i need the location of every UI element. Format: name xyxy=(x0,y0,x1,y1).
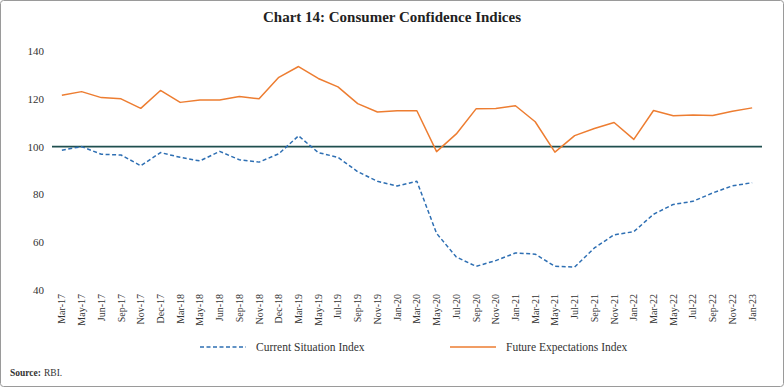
series-line xyxy=(62,136,752,267)
x-tick-label: May-20 xyxy=(431,294,442,326)
x-tick-label: Nov-18 xyxy=(254,294,265,325)
legend-swatch xyxy=(450,346,496,348)
x-tick-label: Dec-18 xyxy=(273,294,284,323)
x-tick-label: Mar-21 xyxy=(530,294,541,324)
x-tick-label: Jul-20 xyxy=(451,294,462,319)
x-tick-label: Mar-19 xyxy=(293,294,304,324)
x-tick-label: Nov-22 xyxy=(727,294,738,325)
y-tick-label: 120 xyxy=(28,93,45,105)
x-tick-label: Jul-19 xyxy=(332,294,343,319)
x-tick-label: May-22 xyxy=(668,294,679,326)
title: Chart 14: Consumer Confidence Indices xyxy=(263,9,521,25)
x-tick-label: Nov-17 xyxy=(135,294,146,325)
x-tick-label: Sep-17 xyxy=(116,294,127,322)
x-tick-label: Mar-20 xyxy=(411,294,422,324)
source: Source:RBI. xyxy=(10,368,62,378)
x-tick-label: Jan-20 xyxy=(392,294,403,321)
frame xyxy=(1,1,784,387)
x-tick-label: Nov-19 xyxy=(372,294,383,325)
x-tick-label: Mar-22 xyxy=(648,294,659,324)
x-tick-label: Jul-22 xyxy=(687,294,698,319)
reference-line xyxy=(52,146,762,148)
series-line xyxy=(62,67,752,153)
x-tick-label: Jul-21 xyxy=(569,294,580,319)
x-tick-label: May-19 xyxy=(313,294,324,326)
y-tick-label: 40 xyxy=(33,284,45,296)
x-tick-label: Sep-19 xyxy=(352,294,363,322)
x-tick-label: Jun-18 xyxy=(214,294,225,321)
x-tick-label: Nov-20 xyxy=(490,294,501,325)
source-text: RBI. xyxy=(44,368,62,378)
x-tick-label: Jan-22 xyxy=(628,294,639,321)
y-tick-label: 80 xyxy=(33,188,45,200)
x-tick-label: Jan-23 xyxy=(747,294,758,321)
x-tick-label: May-17 xyxy=(76,294,87,326)
x-tick-label: Sep-20 xyxy=(471,294,482,322)
x-tick-label: May-18 xyxy=(194,294,205,326)
x-tick-label: Nov-21 xyxy=(609,294,620,325)
legend-label: Future Expectations Index xyxy=(506,341,628,354)
legend-swatch xyxy=(200,346,246,348)
y-tick-label: 60 xyxy=(33,236,45,248)
x-tick-label: May-21 xyxy=(549,294,560,326)
x-tick-label: Mar-17 xyxy=(56,294,67,324)
y-tick-label: 100 xyxy=(28,141,45,153)
plot-area xyxy=(52,67,762,268)
chart: Chart 14: Consumer Confidence Indices 40 6… xyxy=(0,0,784,387)
x-tick-label: Mar-18 xyxy=(175,294,186,324)
x-tick-label: Sep-21 xyxy=(589,294,600,322)
x-tick-label: Jun-17 xyxy=(96,294,107,321)
x-tick-label: Sep-18 xyxy=(234,294,245,322)
legend-label: Current Situation Index xyxy=(256,341,365,353)
x-tick-label: Dec-17 xyxy=(155,294,166,323)
x-tick-label: Sep-22 xyxy=(707,294,718,322)
y-tick-label: 140 xyxy=(28,45,45,57)
x-tick-label: Jan-21 xyxy=(510,294,521,321)
source-label: Source: xyxy=(10,368,41,378)
